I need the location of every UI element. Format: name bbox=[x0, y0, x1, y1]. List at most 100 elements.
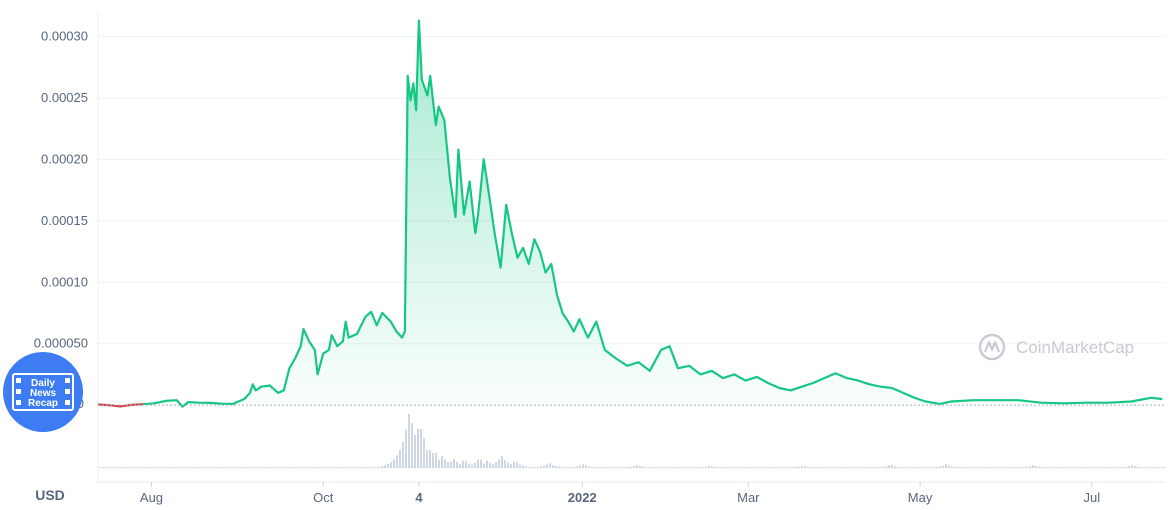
volume-bar bbox=[669, 467, 671, 468]
volume-bar bbox=[489, 462, 491, 468]
volume-bar bbox=[480, 459, 482, 468]
volume-bar bbox=[963, 467, 965, 468]
volume-bar bbox=[492, 463, 494, 468]
volume-bar bbox=[624, 467, 626, 468]
volume-bar bbox=[951, 466, 953, 468]
volume-bar bbox=[276, 467, 278, 468]
volume-bar bbox=[1095, 467, 1097, 468]
volume-bar bbox=[138, 467, 140, 468]
volume-bar bbox=[975, 467, 977, 468]
volume-bar bbox=[507, 462, 509, 468]
volume-bar bbox=[483, 463, 485, 468]
volume-bar bbox=[336, 467, 338, 468]
volume-bar bbox=[240, 467, 242, 468]
volume-bar bbox=[657, 467, 659, 468]
volume-bar bbox=[555, 465, 557, 468]
volume-bar bbox=[1125, 466, 1127, 468]
volume-bar bbox=[369, 467, 371, 468]
volume-bar bbox=[174, 467, 176, 468]
volume-bar bbox=[1029, 466, 1031, 468]
volume-bar bbox=[183, 467, 185, 468]
volume-bar bbox=[447, 461, 449, 468]
volume-bar bbox=[573, 466, 575, 468]
volume-bar bbox=[1131, 465, 1133, 468]
volume-bar bbox=[1164, 467, 1166, 468]
volume-bar bbox=[924, 467, 926, 468]
volume-bar bbox=[627, 466, 629, 468]
volume-bar bbox=[471, 464, 473, 468]
daily-news-recap-badge[interactable]: 0 Daily News Recap bbox=[3, 352, 84, 432]
volume-bar bbox=[426, 450, 428, 468]
volume-bar bbox=[279, 467, 281, 468]
volume-bar bbox=[180, 467, 182, 468]
volume-bar bbox=[228, 467, 230, 468]
volume-bar bbox=[1050, 467, 1052, 468]
volume-bar bbox=[1011, 467, 1013, 468]
volume-bar bbox=[840, 467, 842, 468]
volume-bar bbox=[558, 466, 560, 468]
volume-bar bbox=[894, 466, 896, 468]
volume-bar bbox=[1071, 467, 1073, 468]
volume-bar bbox=[885, 466, 887, 468]
volume-bar bbox=[615, 467, 617, 468]
volume-bar bbox=[741, 467, 743, 468]
x-axis-ticks: Aug Oct 4 2022 Mar May Jul bbox=[140, 482, 1100, 505]
volume-bar bbox=[792, 467, 794, 468]
volume-bar bbox=[888, 465, 890, 468]
volume-bar bbox=[960, 467, 962, 468]
volume-bar bbox=[978, 467, 980, 468]
volume-bar bbox=[654, 467, 656, 468]
volume-bar bbox=[165, 467, 167, 468]
volume-bar bbox=[651, 467, 653, 468]
volume-bar bbox=[201, 467, 203, 468]
volume-bar bbox=[396, 455, 398, 468]
volume-bar bbox=[294, 467, 296, 468]
volume-bar bbox=[207, 467, 209, 468]
volume-bar bbox=[621, 467, 623, 468]
volume-bar bbox=[195, 467, 197, 468]
volume-bar bbox=[789, 467, 791, 468]
volume-bar bbox=[774, 467, 776, 468]
volume-bar bbox=[981, 467, 983, 468]
volume-bar bbox=[1074, 467, 1076, 468]
volume-bar bbox=[168, 467, 170, 468]
volume-bar bbox=[618, 467, 620, 468]
volume-bar bbox=[333, 467, 335, 468]
volume-bar bbox=[597, 467, 599, 468]
volume-bar bbox=[342, 467, 344, 468]
volume-bar bbox=[300, 467, 302, 468]
volume-bar bbox=[585, 465, 587, 468]
volume-bar bbox=[357, 467, 359, 468]
volume-bar bbox=[330, 467, 332, 468]
volume-bar bbox=[459, 463, 461, 468]
volume-bar bbox=[1137, 466, 1139, 468]
volume-bar bbox=[552, 464, 554, 468]
volume-bar bbox=[204, 467, 206, 468]
volume-bar bbox=[345, 467, 347, 468]
volume-bar bbox=[327, 467, 329, 468]
volume-bar bbox=[588, 466, 590, 468]
volume-bar bbox=[582, 464, 584, 468]
volume-bar bbox=[765, 467, 767, 468]
volume-bar bbox=[273, 467, 275, 468]
volume-bar bbox=[543, 465, 545, 468]
volume-bar bbox=[384, 465, 386, 468]
volume-bar bbox=[516, 462, 518, 468]
volume-bar bbox=[1083, 467, 1085, 468]
volume-bar bbox=[162, 467, 164, 468]
volume-bar bbox=[957, 467, 959, 468]
volume-bar bbox=[801, 465, 803, 468]
volume-bar bbox=[1056, 467, 1058, 468]
volume-bar bbox=[387, 463, 389, 468]
volume-bar bbox=[966, 467, 968, 468]
volume-bar bbox=[321, 467, 323, 468]
volume-bar bbox=[1053, 467, 1055, 468]
volume-bar bbox=[777, 467, 779, 468]
volume-bar bbox=[522, 465, 524, 468]
volume-bar bbox=[156, 467, 158, 468]
volume-bar bbox=[732, 467, 734, 468]
volume-bar bbox=[879, 467, 881, 468]
volume-bar bbox=[1140, 466, 1142, 468]
volume-bar bbox=[135, 467, 137, 468]
